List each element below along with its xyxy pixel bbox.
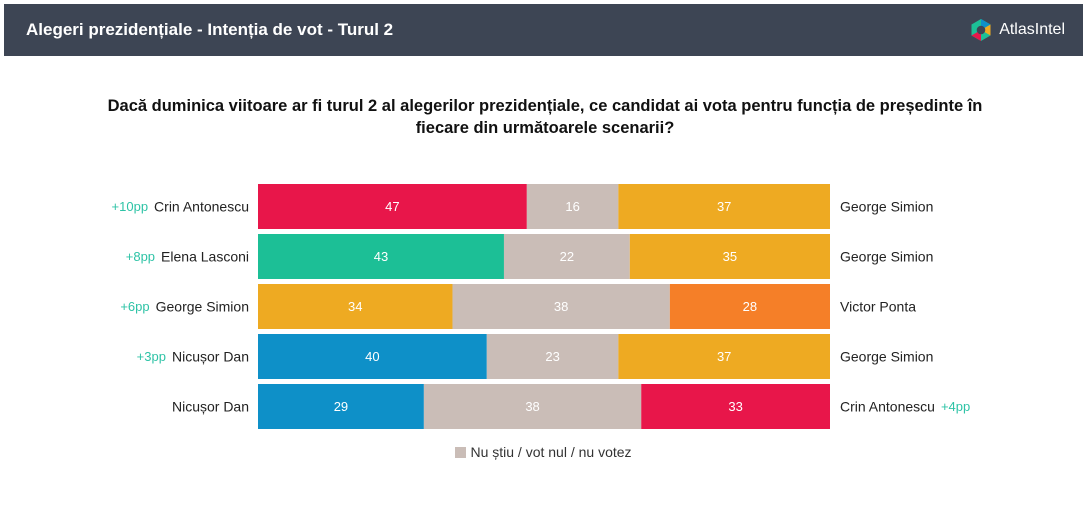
data-label-right: 35 <box>723 249 737 264</box>
bar-segment-undecided <box>486 334 619 379</box>
candidate-label-left: Crin Antonescu <box>154 199 249 215</box>
bar-segment-left <box>258 184 527 229</box>
candidate-label-left: George Simion <box>156 299 249 315</box>
bar-segment-right <box>641 384 830 429</box>
data-label-left: 47 <box>385 199 399 214</box>
survey-question: Dacă duminica viitoare ar fi turul 2 al … <box>107 97 983 137</box>
data-label-right: 28 <box>743 299 757 314</box>
data-label-left: 29 <box>334 399 348 414</box>
candidate-label-left: Elena Lasconi <box>161 249 249 265</box>
bar-segment-left <box>258 384 424 429</box>
header-bar: Alegeri prezidențiale - Intenția de vot … <box>4 4 1083 56</box>
data-label-undecided: 16 <box>565 199 579 214</box>
bar-segment-right <box>669 284 830 329</box>
data-label-undecided: 22 <box>560 249 574 264</box>
delta-label-left: +8pp <box>126 249 155 264</box>
atlasintel-logo-icon <box>971 19 991 41</box>
candidate-label-right: Victor Ponta <box>840 299 916 315</box>
candidate-label-right: Crin Antonescu <box>840 399 935 415</box>
bar-segment-undecided <box>503 234 630 279</box>
delta-label-left: +6pp <box>120 299 149 314</box>
bar-segment-left <box>258 334 487 379</box>
bar-segment-undecided <box>452 284 670 329</box>
candidate-label-left: Nicușor Dan <box>172 349 249 365</box>
legend: Nu știu / vot nul / nu votez <box>0 444 1087 460</box>
data-label-undecided: 23 <box>545 349 559 364</box>
candidate-label-left: Nicușor Dan <box>172 399 249 415</box>
bar-segment-undecided <box>526 184 619 229</box>
data-label-right: 33 <box>728 399 742 414</box>
data-label-left: 40 <box>365 349 379 364</box>
brand-name: AtlasIntel <box>999 21 1065 38</box>
data-label-left: 43 <box>374 249 388 264</box>
brand: AtlasIntel <box>969 18 1065 42</box>
bar-segment-right <box>629 234 830 279</box>
candidate-label-right: George Simion <box>840 249 933 265</box>
legend-swatch-undecided <box>455 446 467 458</box>
bar-segment-left <box>258 234 504 279</box>
delta-label-left: +10pp <box>112 199 149 214</box>
stacked-bar-chart: 47 16 37 Crin Antonescu +10pp George Simion 43… <box>112 184 970 429</box>
delta-label-right: +4pp <box>941 399 970 414</box>
candidate-label-right: George Simion <box>840 349 933 365</box>
bar-segment-left <box>258 284 453 329</box>
bar-segment-undecided <box>423 384 642 429</box>
delta-label-left: +3pp <box>137 349 166 364</box>
data-label-undecided: 38 <box>525 399 539 414</box>
legend-label-undecided: Nu știu / vot nul / nu votez <box>470 444 632 460</box>
candidate-label-right: George Simion <box>840 199 933 215</box>
data-label-left: 34 <box>348 299 362 314</box>
data-label-undecided: 38 <box>554 299 568 314</box>
page-title: Alegeri prezidențiale - Intenția de vot … <box>26 20 394 39</box>
data-label-right: 37 <box>717 349 731 364</box>
bar-segment-right <box>618 334 830 379</box>
data-label-right: 37 <box>717 199 731 214</box>
bar-segment-right <box>618 184 830 229</box>
